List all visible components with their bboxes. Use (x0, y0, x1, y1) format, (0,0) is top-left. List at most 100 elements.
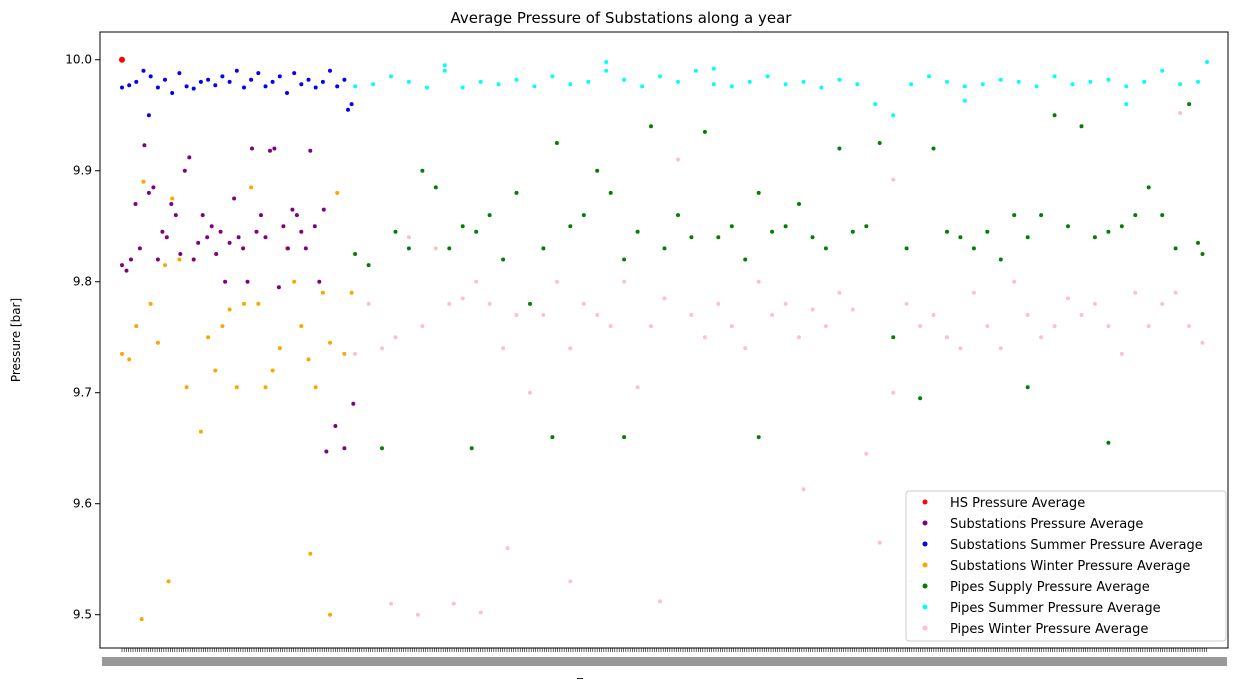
data-point (220, 324, 225, 329)
data-point (877, 540, 882, 545)
data-point (320, 79, 325, 84)
data-point (142, 143, 147, 148)
data-point (1034, 84, 1039, 89)
data-point (389, 74, 393, 79)
data-point (971, 246, 976, 251)
data-point (765, 74, 770, 79)
data-point (945, 335, 949, 340)
data-point (1092, 301, 1097, 306)
data-point (514, 190, 519, 195)
data-point (292, 71, 297, 76)
data-point (927, 74, 931, 79)
data-point (227, 79, 232, 84)
data-point (276, 285, 281, 290)
legend-entry: Substations Pressure Average (950, 517, 1143, 532)
data-point (702, 335, 707, 340)
data-point (756, 435, 761, 440)
data-point (134, 324, 139, 329)
data-point (1205, 60, 1209, 64)
data-point (119, 56, 125, 63)
data-point (133, 202, 138, 206)
data-point (1187, 102, 1192, 107)
data-point (420, 324, 425, 329)
data-point (120, 263, 124, 268)
data-point (918, 396, 923, 401)
data-point (864, 224, 869, 229)
data-point (206, 77, 211, 82)
data-point (595, 168, 600, 173)
data-point (191, 86, 196, 91)
data-point (227, 307, 232, 312)
legend-marker (922, 520, 928, 526)
data-point (743, 346, 748, 351)
data-point (568, 579, 573, 584)
data-point (321, 207, 326, 212)
data-point (998, 257, 1003, 262)
data-point (371, 82, 376, 87)
data-point (205, 235, 210, 240)
data-point (353, 351, 358, 356)
data-point (256, 71, 261, 76)
data-point (218, 229, 223, 234)
data-point (1106, 229, 1111, 234)
data-point (312, 224, 317, 229)
data-point (1160, 213, 1165, 218)
data-point (285, 246, 290, 251)
data-point (285, 91, 289, 95)
data-point (270, 79, 275, 84)
data-point (299, 229, 304, 234)
data-point (1025, 235, 1030, 240)
data-point (328, 340, 332, 345)
data-point (1039, 335, 1044, 340)
data-point (254, 229, 259, 234)
data-point (292, 279, 297, 284)
data-point (433, 185, 438, 190)
data-point (213, 83, 218, 88)
data-point (1079, 313, 1084, 317)
data-point (945, 79, 949, 84)
data-point (155, 340, 160, 345)
data-point (1070, 82, 1075, 87)
data-point (433, 246, 438, 251)
data-point (711, 66, 716, 71)
data-point (810, 307, 815, 312)
y-tick-label: 9.5 (73, 608, 92, 622)
data-point (241, 246, 246, 251)
legend: HS Pressure Average Substations Pressure … (905, 490, 1227, 642)
data-point (797, 335, 801, 340)
legend-marker (922, 604, 928, 610)
data-point (985, 229, 990, 234)
data-point (998, 77, 1003, 82)
data-point (191, 257, 196, 262)
data-point (317, 279, 322, 284)
data-point (716, 235, 721, 240)
data-point (595, 313, 600, 317)
data-point (985, 324, 990, 329)
data-point (658, 74, 662, 79)
data-point (478, 610, 483, 615)
data-point (164, 235, 169, 240)
data-point (170, 196, 175, 201)
data-point (306, 77, 311, 82)
data-point (635, 385, 640, 390)
data-point (1187, 324, 1192, 329)
data-point (604, 68, 609, 73)
data-point (313, 85, 318, 90)
data-point (393, 335, 398, 340)
data-point (891, 335, 896, 340)
data-point (163, 77, 167, 82)
data-point (904, 246, 909, 251)
data-point (460, 296, 465, 301)
data-point (855, 82, 860, 87)
data-point (151, 185, 156, 190)
data-point (442, 68, 447, 73)
data-point (415, 612, 420, 617)
y-axis-label: Pressure [bar] (9, 298, 23, 382)
data-point (406, 235, 411, 240)
data-point (160, 229, 165, 234)
data-point (442, 63, 447, 68)
data-point (541, 313, 546, 317)
data-point (277, 74, 282, 79)
data-point (823, 246, 828, 251)
